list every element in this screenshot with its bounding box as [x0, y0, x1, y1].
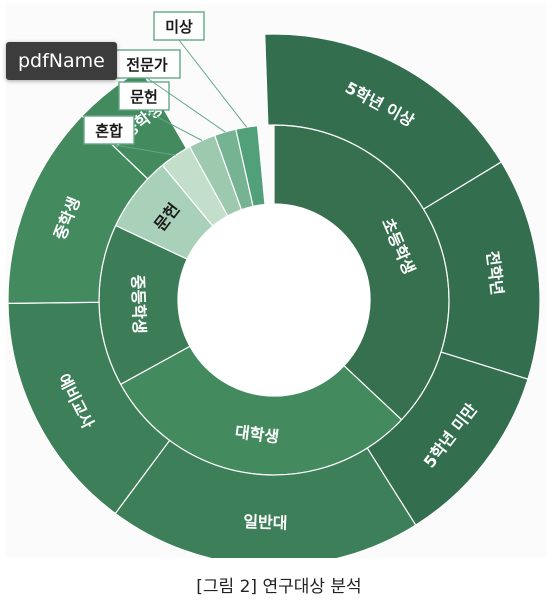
callout-line [143, 109, 203, 141]
figure-caption: [그림 2] 연구대상 분석 [196, 577, 362, 597]
callout-line [178, 39, 248, 128]
callout-box [113, 49, 181, 79]
inner-label: 중등학생 [128, 275, 149, 334]
callout-label: 혼합 [95, 122, 123, 140]
center-hole [178, 204, 370, 396]
callout-box [118, 81, 170, 111]
callout-box [83, 115, 135, 145]
callout-label: 전문가 [126, 56, 168, 74]
callout-line [146, 77, 226, 133]
outer-label: 일반대 [243, 512, 288, 533]
callout-line [108, 143, 176, 156]
chart-area: 초등학생 대학생 중등학생 문헌 5학년 이상 전학년 5학년 미만 일반대 예비교사 중학생 고등… [6, 4, 546, 558]
callout-label: 문헌 [130, 88, 158, 106]
pdf-name-tooltip: pdfName [6, 42, 117, 80]
callout-label: 미상 [165, 18, 193, 36]
callout-box [153, 11, 205, 41]
